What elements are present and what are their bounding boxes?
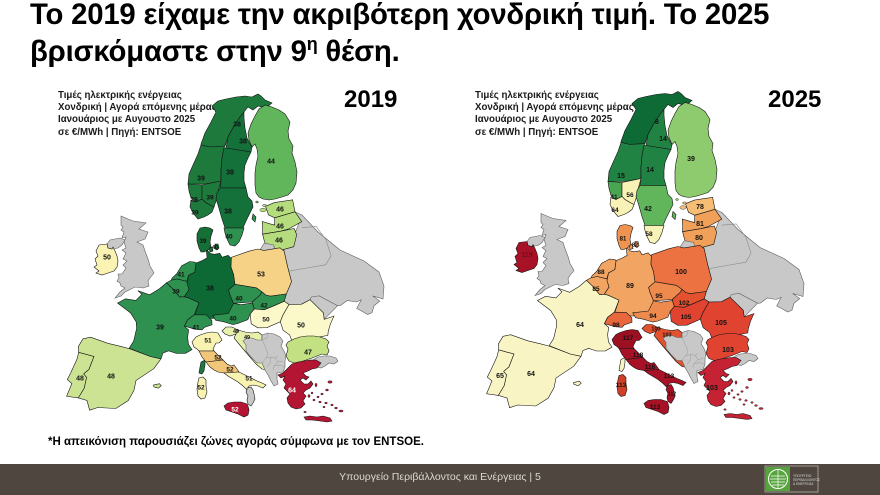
svg-text:46: 46 (276, 206, 284, 213)
svg-text:102: 102 (679, 300, 690, 307)
svg-text:39: 39 (156, 324, 164, 331)
svg-text:52: 52 (231, 406, 239, 413)
svg-text:118: 118 (633, 352, 644, 359)
svg-text:48: 48 (107, 373, 115, 380)
svg-text:98: 98 (612, 322, 620, 329)
svg-text:38: 38 (233, 122, 241, 129)
svg-text:103: 103 (662, 332, 671, 338)
svg-text:8: 8 (655, 119, 659, 126)
svg-text:50: 50 (103, 254, 111, 261)
svg-text:105: 105 (715, 320, 727, 327)
svg-text:15: 15 (617, 173, 625, 180)
svg-text:105: 105 (681, 314, 692, 321)
svg-text:103: 103 (722, 347, 734, 354)
svg-text:44: 44 (267, 158, 275, 165)
svg-text:113: 113 (616, 382, 627, 389)
svg-text:40: 40 (225, 233, 233, 240)
svg-text:39: 39 (687, 156, 695, 163)
svg-text:41: 41 (192, 324, 200, 331)
svg-text:51: 51 (245, 375, 253, 382)
svg-text:52: 52 (214, 354, 222, 361)
svg-text:81: 81 (696, 221, 704, 228)
svg-text:40: 40 (212, 245, 218, 251)
svg-text:116: 116 (645, 364, 656, 371)
svg-text:14: 14 (646, 167, 654, 174)
svg-text:50: 50 (262, 316, 270, 323)
svg-text:85: 85 (592, 286, 600, 293)
svg-text:41: 41 (610, 194, 618, 201)
svg-text:38: 38 (206, 285, 214, 292)
svg-text:56: 56 (626, 192, 634, 199)
svg-text:119: 119 (521, 252, 532, 259)
svg-text:53: 53 (257, 271, 265, 278)
svg-text:50: 50 (297, 322, 305, 329)
svg-text:64: 64 (527, 371, 535, 378)
svg-text:52: 52 (197, 384, 205, 391)
svg-text:58: 58 (645, 231, 653, 238)
svg-text:95: 95 (655, 293, 663, 300)
svg-text:48: 48 (76, 375, 84, 382)
svg-text:40: 40 (235, 295, 243, 302)
svg-text:46: 46 (275, 237, 283, 244)
svg-text:78: 78 (696, 204, 704, 211)
svg-text:38: 38 (224, 208, 232, 215)
svg-text:39: 39 (197, 175, 205, 182)
svg-text:39: 39 (172, 288, 180, 295)
svg-text:14: 14 (659, 136, 667, 143)
svg-text:41: 41 (177, 271, 185, 278)
svg-text:100: 100 (675, 269, 687, 276)
svg-text:82: 82 (632, 242, 638, 248)
svg-text:38: 38 (226, 169, 234, 176)
svg-text:112: 112 (668, 391, 676, 397)
svg-text:39: 39 (190, 196, 198, 203)
svg-text:117: 117 (623, 335, 634, 342)
svg-text:39: 39 (191, 209, 199, 216)
svg-text:81: 81 (620, 237, 627, 243)
svg-text:103: 103 (651, 326, 660, 332)
svg-text:46: 46 (276, 223, 284, 230)
svg-text:42: 42 (260, 302, 268, 309)
svg-text:94: 94 (649, 313, 657, 320)
svg-text:113: 113 (650, 404, 661, 411)
svg-text:64: 64 (611, 207, 619, 214)
svg-text:38: 38 (239, 138, 247, 145)
svg-text:52: 52 (226, 366, 234, 373)
svg-text:88: 88 (597, 269, 605, 276)
svg-text:89: 89 (626, 283, 634, 290)
svg-text:103: 103 (706, 385, 718, 392)
svg-text:39: 39 (206, 194, 214, 201)
svg-text:49: 49 (244, 335, 250, 341)
svg-text:51: 51 (204, 337, 212, 344)
svg-text:49: 49 (233, 329, 239, 335)
svg-text:39: 39 (200, 239, 207, 245)
svg-text:47: 47 (304, 349, 312, 356)
svg-text:65: 65 (496, 373, 504, 380)
svg-text:113: 113 (664, 373, 675, 380)
svg-text:42: 42 (644, 206, 652, 213)
svg-text:64: 64 (576, 322, 584, 329)
svg-text:80: 80 (695, 235, 703, 242)
svg-text:64: 64 (288, 387, 296, 394)
svg-text:40: 40 (229, 315, 237, 322)
